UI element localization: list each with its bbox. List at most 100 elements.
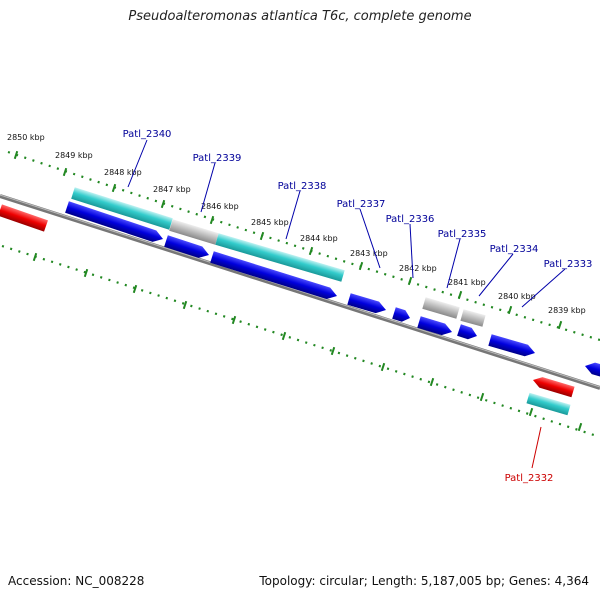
major-tick <box>62 167 68 177</box>
cds-arrow-patl-2337-shape <box>347 293 386 314</box>
major-tick <box>281 331 287 341</box>
major-tick <box>380 362 386 372</box>
gene-feature-patl-2338-shape <box>215 233 345 282</box>
gene-label-patl-2339[interactable]: Patl_2339 <box>193 153 242 164</box>
accession-text: Accession: NC_008228 <box>8 574 145 588</box>
cds-arrow-patl-2336-shape <box>392 307 411 322</box>
gene-labels: Patl_2340 Patl_2339 Patl_2338 Patl_2337 … <box>123 129 593 484</box>
gene-label-patl-2333[interactable]: Patl_2333 <box>544 259 593 270</box>
kbp-label: 2846 kbp <box>201 202 239 211</box>
major-tick <box>407 276 413 286</box>
cds-arrow-patl-2333[interactable] <box>488 334 536 359</box>
major-tick <box>111 183 117 193</box>
leader-line <box>521 268 566 308</box>
cds-arrow-patl-2340-shape <box>65 201 164 242</box>
pseudo-feature-patl-2339[interactable] <box>169 219 219 245</box>
major-tick <box>330 346 336 356</box>
kbp-label: 2843 kbp <box>350 249 388 258</box>
cds-arrow-patl-2337[interactable] <box>347 293 387 316</box>
major-tick <box>358 261 364 271</box>
kbp-label: 2850 kbp <box>7 133 45 142</box>
kbp-label: 2840 kbp <box>498 292 536 301</box>
major-tick <box>209 215 215 225</box>
kbp-label: 2841 kbp <box>448 278 486 287</box>
major-tick <box>457 290 463 300</box>
gene-label-patl-2335[interactable]: Patl_2335 <box>438 229 487 240</box>
pseudo-feature-patl-2335-shape <box>422 297 460 319</box>
pseudo-feature-patl-2334[interactable] <box>460 309 486 327</box>
major-tick <box>577 422 583 432</box>
gene-label-patl-2332[interactable]: Patl_2332 <box>505 473 554 484</box>
cds-arrow-patl-2336[interactable] <box>392 307 412 323</box>
cds-arrow-patl-2332[interactable] <box>531 375 575 398</box>
kbp-label: 2849 kbp <box>55 151 93 160</box>
gene-feature-patl-2340[interactable] <box>71 187 173 230</box>
major-tick <box>259 231 265 241</box>
cds-arrow-left-edge[interactable] <box>0 204 48 232</box>
kbp-label: 2847 kbp <box>153 185 191 194</box>
cds-arrow-patl-2339-shape <box>164 235 210 258</box>
major-ticks <box>13 150 583 432</box>
kbp-label: 2844 kbp <box>300 234 338 243</box>
major-tick <box>32 252 38 262</box>
cds-arrow-next-shape <box>585 362 600 378</box>
cds-arrow-patl-2340[interactable] <box>65 201 165 244</box>
gene-label-patl-2336[interactable]: Patl_2336 <box>386 214 435 225</box>
leader-line <box>359 208 381 269</box>
major-tick <box>83 268 89 278</box>
leader-line <box>127 139 148 188</box>
cds-arrow-left-edge-shape <box>0 204 48 232</box>
cds-arrow-patl-2332-shape <box>533 377 575 398</box>
major-tick <box>557 320 563 330</box>
leader-line <box>446 238 461 289</box>
map-title: Pseudoalteromonas atlantica T6c, complet… <box>128 9 472 24</box>
major-tick <box>13 150 19 160</box>
kbp-label: 2848 kbp <box>104 168 142 177</box>
cds-arrow-patl-2335-shape <box>417 316 453 336</box>
gene-feature-patl-2332-shape <box>526 392 571 416</box>
kbp-labels: 2850 kbp 2849 kbp 2848 kbp 2847 kbp 2846… <box>7 133 586 315</box>
major-tick <box>160 199 166 209</box>
label-leaders <box>127 139 566 469</box>
gene-label-patl-2338[interactable]: Patl_2338 <box>278 181 327 192</box>
gene-feature-patl-2340-shape <box>71 187 173 230</box>
feature-track <box>0 187 600 416</box>
gene-label-patl-2340[interactable]: Patl_2340 <box>123 129 172 140</box>
cds-arrow-patl-2334[interactable] <box>457 324 479 341</box>
leader-line <box>531 426 542 469</box>
leader-line <box>285 190 301 240</box>
cds-arrow-next[interactable] <box>583 360 600 378</box>
major-tick <box>507 305 513 315</box>
gene-feature-patl-2338[interactable] <box>215 233 345 282</box>
pseudo-feature-patl-2339-shape <box>169 219 219 245</box>
cds-arrow-patl-2338-shape <box>210 251 338 300</box>
cds-arrow-patl-2334-shape <box>457 324 478 340</box>
major-tick <box>479 392 485 402</box>
leader-line <box>200 162 216 213</box>
gene-feature-patl-2332[interactable] <box>526 392 571 416</box>
kbp-label: 2845 kbp <box>251 218 289 227</box>
genome-backbone <box>0 194 600 390</box>
genome-summary-text: Topology: circular; Length: 5,187,005 bp… <box>259 574 589 588</box>
leader-line <box>478 253 514 297</box>
leader-line <box>409 223 414 279</box>
kbp-label: 2842 kbp <box>399 264 437 273</box>
cds-arrow-patl-2335[interactable] <box>417 316 453 337</box>
gene-label-patl-2337[interactable]: Patl_2337 <box>337 199 386 210</box>
gene-label-patl-2334[interactable]: Patl_2334 <box>490 244 539 255</box>
major-tick <box>528 407 534 417</box>
cds-arrow-patl-2333-shape <box>488 334 536 357</box>
genome-backbone-highlight <box>0 194 600 388</box>
major-tick <box>429 377 435 387</box>
pseudo-feature-patl-2335[interactable] <box>422 297 460 319</box>
cds-arrow-patl-2338[interactable] <box>210 251 339 301</box>
major-tick <box>182 300 188 310</box>
major-tick <box>132 284 138 294</box>
major-tick <box>231 315 237 325</box>
outer-tick-ring <box>7 150 600 342</box>
major-tick <box>308 246 314 256</box>
cds-arrow-patl-2339[interactable] <box>164 235 211 260</box>
kbp-label: 2839 kbp <box>548 306 586 315</box>
pseudo-feature-patl-2334-shape <box>460 309 486 327</box>
